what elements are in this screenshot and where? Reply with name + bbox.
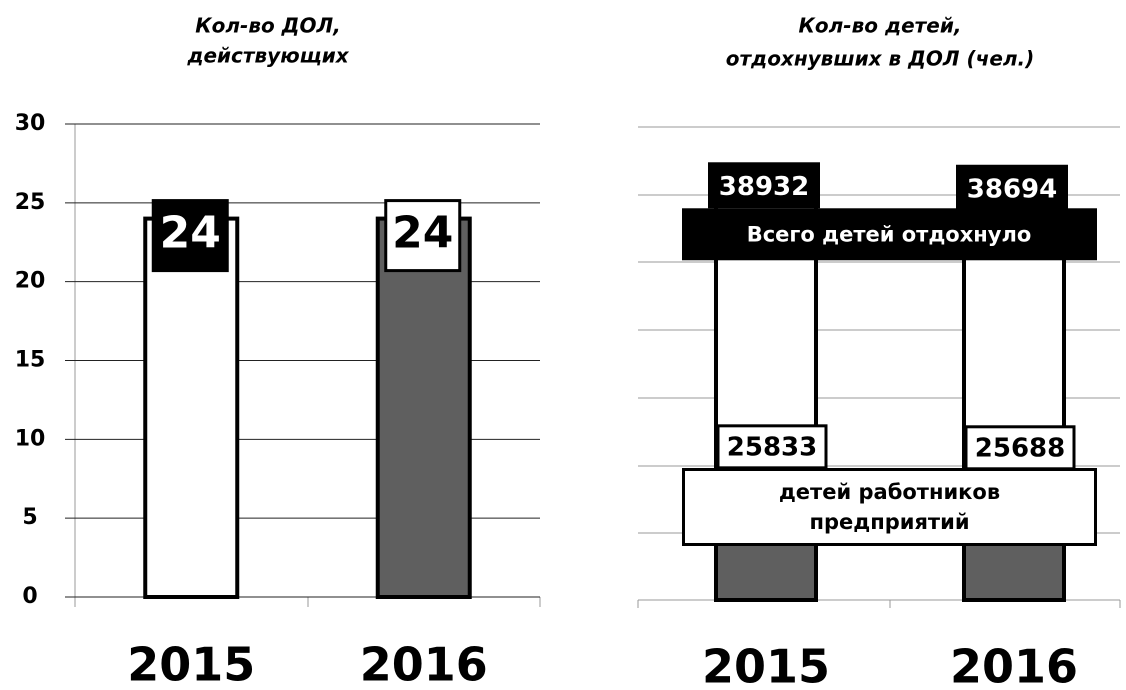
y-tick-label: 0 [22, 584, 37, 609]
bar [143, 216, 240, 599]
total-box [956, 164, 1068, 211]
value-label-box [716, 424, 828, 470]
x-tick-label: 2016 [950, 640, 1078, 690]
x-tick-label: 2015 [127, 638, 255, 690]
value-label-box [151, 199, 229, 273]
bar [375, 216, 472, 599]
value-label: 25833 [727, 432, 817, 462]
x-tick-label: 2015 [702, 640, 830, 690]
total-label: Всего детей отдохнуло [747, 222, 1032, 246]
total-value: 38694 [967, 174, 1057, 204]
value-label-box [384, 199, 462, 273]
total-box [708, 162, 820, 209]
chart-title: отдохнувших в ДОЛ (чел.) [726, 47, 1035, 71]
y-tick-label: 20 [15, 269, 46, 294]
value-label: 24 [392, 208, 453, 259]
y-tick-label: 15 [15, 348, 46, 373]
chart-title: Кол-во детей, [799, 14, 962, 38]
series-label-text: детей работников предприятий [778, 480, 1001, 534]
chart-title: Кол-во ДОЛ, [195, 14, 340, 38]
y-tick-label: 30 [15, 111, 46, 136]
total-label-box [682, 208, 1097, 261]
series-label: детей работников предприятий [682, 468, 1097, 546]
y-tick-label: 10 [15, 426, 46, 451]
x-tick-label: 2016 [360, 638, 488, 690]
chart-title: действующих [186, 44, 349, 68]
y-tick-label: 5 [22, 505, 37, 530]
value-label: 24 [160, 208, 221, 259]
y-tick-label: 25 [15, 190, 46, 215]
total-value: 38932 [719, 172, 809, 202]
value-label: 25688 [975, 433, 1065, 463]
